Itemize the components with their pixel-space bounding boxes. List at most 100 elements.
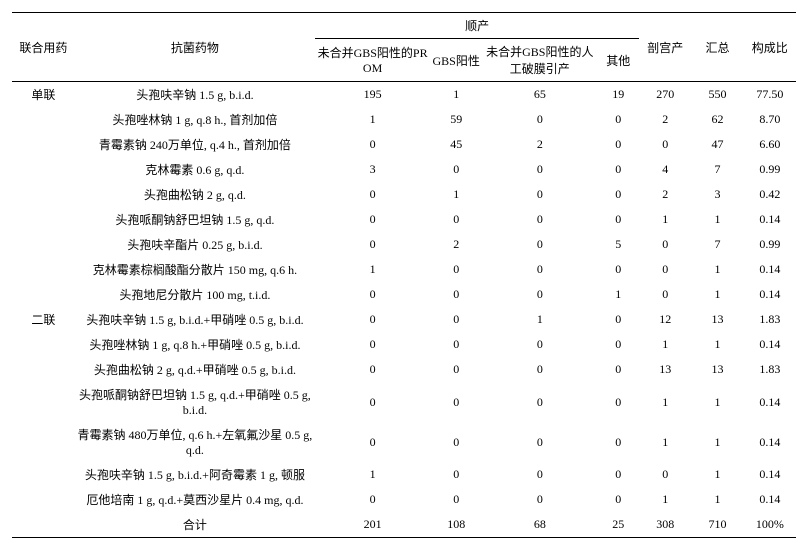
group-cell <box>12 207 75 232</box>
group-cell <box>12 282 75 307</box>
table-row: 青霉素钠 240万单位, q.4 h., 首剂加倍045200476.60 <box>12 132 796 157</box>
group-cell: 单联 <box>12 82 75 108</box>
group-cell <box>12 107 75 132</box>
cell-induce: 0 <box>482 182 597 207</box>
cell-cesar: 1 <box>639 382 691 422</box>
cell-total: 1 <box>691 382 743 422</box>
cell-induce: 0 <box>482 357 597 382</box>
hdr-combo: 联合用药 <box>12 13 75 82</box>
cell-other: 5 <box>597 232 639 257</box>
cell-ratio: 1.83 <box>744 307 796 332</box>
cell-cesar: 0 <box>639 257 691 282</box>
group-cell: 二联 <box>12 307 75 332</box>
drug-cell: 克林霉素棕榈酸酯分散片 150 mg, q.6 h. <box>75 257 315 282</box>
cell-total: 47 <box>691 132 743 157</box>
cell-gbs: 0 <box>430 462 482 487</box>
drug-cell: 头孢唑林钠 1 g, q.8 h.+甲硝唑 0.5 g, b.i.d. <box>75 332 315 357</box>
cell-ratio: 1.83 <box>744 357 796 382</box>
drug-cell: 厄他培南 1 g, q.d.+莫西沙星片 0.4 mg, q.d. <box>75 487 315 512</box>
cell-cesar: 0 <box>639 462 691 487</box>
cell-gbs: 1 <box>430 82 482 108</box>
cell-cesar: 270 <box>639 82 691 108</box>
drug-cell: 头孢哌酮钠舒巴坦钠 1.5 g, q.d.+甲硝唑 0.5 g, b.i.d. <box>75 382 315 422</box>
hdr-induce: 未合并GBS阳性的人工破膜引产 <box>482 39 597 82</box>
cell-ratio: 0.14 <box>744 332 796 357</box>
cell-other: 0 <box>597 307 639 332</box>
cell-induce: 0 <box>482 257 597 282</box>
drug-cell: 头孢呋辛酯片 0.25 g, b.i.d. <box>75 232 315 257</box>
cell-ratio: 0.14 <box>744 422 796 462</box>
cell-ratio: 0.14 <box>744 382 796 422</box>
cell-ratio: 8.70 <box>744 107 796 132</box>
hdr-cesar: 剖宫产 <box>639 13 691 82</box>
cell-total: 3 <box>691 182 743 207</box>
drug-cell: 青霉素钠 240万单位, q.4 h., 首剂加倍 <box>75 132 315 157</box>
drug-cell: 克林霉素 0.6 g, q.d. <box>75 157 315 182</box>
cell-cesar: 1 <box>639 332 691 357</box>
cell-cesar: 1 <box>639 487 691 512</box>
cell-gbs: 0 <box>430 422 482 462</box>
total-cesar: 308 <box>639 512 691 538</box>
table-row: 单联头孢呋辛钠 1.5 g, b.i.d.1951651927055077.50 <box>12 82 796 108</box>
drug-cell: 头孢哌酮钠舒巴坦钠 1.5 g, q.d. <box>75 207 315 232</box>
cell-prom: 0 <box>315 282 430 307</box>
drug-cell: 头孢曲松钠 2 g, q.d.+甲硝唑 0.5 g, b.i.d. <box>75 357 315 382</box>
cell-gbs: 0 <box>430 307 482 332</box>
cell-prom: 0 <box>315 307 430 332</box>
cell-total: 1 <box>691 207 743 232</box>
cell-induce: 0 <box>482 107 597 132</box>
hdr-drug: 抗菌药物 <box>75 13 315 82</box>
cell-other: 0 <box>597 157 639 182</box>
cell-total: 1 <box>691 422 743 462</box>
cell-induce: 0 <box>482 332 597 357</box>
cell-induce: 1 <box>482 307 597 332</box>
drug-cell: 青霉素钠 480万单位, q.6 h.+左氧氟沙星 0.5 g, q.d. <box>75 422 315 462</box>
drug-cell: 头孢呋辛钠 1.5 g, b.i.d. <box>75 82 315 108</box>
cell-induce: 65 <box>482 82 597 108</box>
table-row: 厄他培南 1 g, q.d.+莫西沙星片 0.4 mg, q.d.0000110… <box>12 487 796 512</box>
cell-other: 0 <box>597 182 639 207</box>
drug-cell: 头孢地尼分散片 100 mg, t.i.d. <box>75 282 315 307</box>
cell-cesar: 0 <box>639 282 691 307</box>
cell-ratio: 0.14 <box>744 257 796 282</box>
cell-gbs: 0 <box>430 332 482 357</box>
cell-other: 0 <box>597 462 639 487</box>
table-row: 头孢哌酮钠舒巴坦钠 1.5 g, q.d.0000110.14 <box>12 207 796 232</box>
hdr-ratio: 构成比 <box>744 13 796 82</box>
cell-prom: 1 <box>315 257 430 282</box>
table-row: 头孢曲松钠 2 g, q.d.+甲硝唑 0.5 g, b.i.d.0000131… <box>12 357 796 382</box>
table-row: 克林霉素棕榈酸酯分散片 150 mg, q.6 h.1000010.14 <box>12 257 796 282</box>
cell-gbs: 0 <box>430 257 482 282</box>
cell-ratio: 0.14 <box>744 487 796 512</box>
drug-cell: 头孢曲松钠 2 g, q.d. <box>75 182 315 207</box>
cell-prom: 0 <box>315 182 430 207</box>
cell-total: 13 <box>691 357 743 382</box>
cell-total: 1 <box>691 332 743 357</box>
cell-gbs: 0 <box>430 487 482 512</box>
hdr-total: 汇总 <box>691 13 743 82</box>
table-row: 青霉素钠 480万单位, q.6 h.+左氧氟沙星 0.5 g, q.d.000… <box>12 422 796 462</box>
table-row: 头孢呋辛酯片 0.25 g, b.i.d.0205070.99 <box>12 232 796 257</box>
cell-prom: 0 <box>315 232 430 257</box>
cell-other: 1 <box>597 282 639 307</box>
cell-prom: 0 <box>315 382 430 422</box>
cell-cesar: 2 <box>639 182 691 207</box>
total-other: 25 <box>597 512 639 538</box>
cell-induce: 0 <box>482 282 597 307</box>
group-cell <box>12 332 75 357</box>
cell-other: 0 <box>597 207 639 232</box>
cell-cesar: 2 <box>639 107 691 132</box>
cell-ratio: 6.60 <box>744 132 796 157</box>
total-induce: 68 <box>482 512 597 538</box>
cell-induce: 0 <box>482 462 597 487</box>
cell-induce: 0 <box>482 157 597 182</box>
cell-ratio: 0.99 <box>744 232 796 257</box>
table-row: 二联头孢呋辛钠 1.5 g, b.i.d.+甲硝唑 0.5 g, b.i.d.0… <box>12 307 796 332</box>
cell-prom: 0 <box>315 207 430 232</box>
cell-ratio: 0.99 <box>744 157 796 182</box>
cell-gbs: 0 <box>430 207 482 232</box>
table-row: 头孢呋辛钠 1.5 g, b.i.d.+阿奇霉素 1 g, 顿服1000010.… <box>12 462 796 487</box>
hdr-prom: 未合并GBS阳性的PROM <box>315 39 430 82</box>
cell-gbs: 2 <box>430 232 482 257</box>
cell-other: 0 <box>597 332 639 357</box>
